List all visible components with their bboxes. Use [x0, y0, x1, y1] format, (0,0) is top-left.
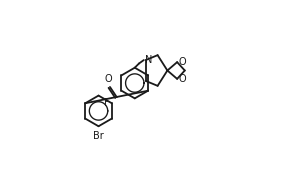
Text: O: O — [179, 57, 186, 67]
Text: O: O — [105, 74, 113, 84]
Text: N: N — [145, 55, 152, 65]
Text: O: O — [179, 74, 186, 84]
Text: Br: Br — [93, 131, 104, 141]
Text: F: F — [104, 98, 110, 108]
